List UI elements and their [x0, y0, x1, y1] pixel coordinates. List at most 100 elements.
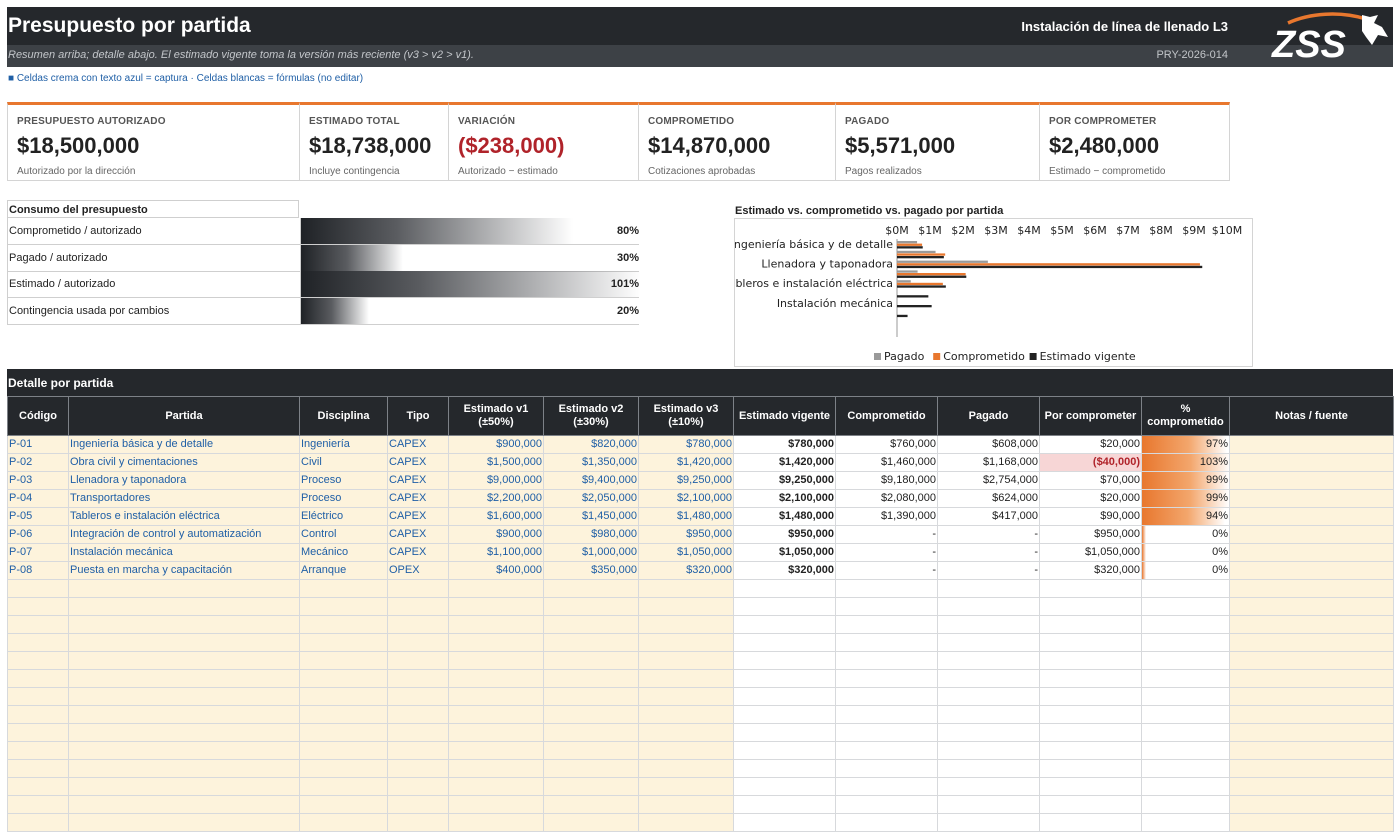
table-cell[interactable]: [7, 741, 69, 760]
table-cell[interactable]: [543, 633, 639, 652]
column-header[interactable]: Partida: [68, 396, 300, 436]
table-cell[interactable]: P-08: [7, 561, 69, 580]
table-cell[interactable]: Transportadores: [68, 489, 300, 508]
table-cell[interactable]: Eléctrico: [299, 507, 388, 526]
table-cell[interactable]: [7, 597, 69, 616]
table-cell[interactable]: Obra civil y cimentaciones: [68, 453, 300, 472]
table-cell[interactable]: [543, 597, 639, 616]
table-cell[interactable]: [1229, 579, 1394, 598]
column-header[interactable]: % comprometido: [1141, 396, 1230, 436]
table-cell[interactable]: CAPEX: [387, 471, 449, 490]
table-cell[interactable]: [448, 759, 544, 778]
table-cell[interactable]: $2,050,000: [543, 489, 639, 508]
table-cell[interactable]: [638, 687, 734, 706]
table-cell[interactable]: [299, 795, 388, 814]
table-cell[interactable]: $9,250,000: [638, 471, 734, 490]
table-cell[interactable]: [543, 615, 639, 634]
table-cell[interactable]: [638, 705, 734, 724]
table-cell[interactable]: Mecánico: [299, 543, 388, 562]
table-cell[interactable]: [543, 813, 639, 832]
table-cell[interactable]: P-05: [7, 507, 69, 526]
table-cell[interactable]: [387, 777, 449, 796]
table-cell[interactable]: P-02: [7, 453, 69, 472]
table-cell[interactable]: $980,000: [543, 525, 639, 544]
table-cell[interactable]: [1229, 705, 1394, 724]
table-cell[interactable]: [387, 579, 449, 598]
table-cell[interactable]: [68, 633, 300, 652]
table-cell[interactable]: [448, 723, 544, 742]
table-cell[interactable]: [1229, 669, 1394, 688]
table-cell[interactable]: Llenadora y taponadora: [68, 471, 300, 490]
table-cell[interactable]: $2,100,000: [638, 489, 734, 508]
table-cell[interactable]: [1229, 759, 1394, 778]
table-cell[interactable]: CAPEX: [387, 453, 449, 472]
table-cell[interactable]: [387, 687, 449, 706]
table-cell[interactable]: [638, 741, 734, 760]
table-cell[interactable]: [638, 777, 734, 796]
table-cell[interactable]: [387, 795, 449, 814]
table-cell[interactable]: [543, 687, 639, 706]
table-cell[interactable]: [543, 795, 639, 814]
table-cell[interactable]: [448, 705, 544, 724]
table-cell[interactable]: [387, 723, 449, 742]
table-cell[interactable]: OPEX: [387, 561, 449, 580]
table-cell[interactable]: [448, 633, 544, 652]
table-cell[interactable]: [1229, 561, 1394, 580]
table-cell[interactable]: [1229, 633, 1394, 652]
table-cell[interactable]: [543, 651, 639, 670]
table-cell[interactable]: $900,000: [448, 525, 544, 544]
table-cell[interactable]: [299, 705, 388, 724]
table-cell[interactable]: [387, 759, 449, 778]
table-cell[interactable]: Ingeniería básica y de detalle: [68, 435, 300, 454]
column-header[interactable]: Estimado v3 (±10%): [638, 396, 734, 436]
column-header[interactable]: Disciplina: [299, 396, 388, 436]
table-cell[interactable]: [1229, 471, 1394, 490]
table-cell[interactable]: [299, 777, 388, 796]
table-cell[interactable]: Control: [299, 525, 388, 544]
table-cell[interactable]: $2,200,000: [448, 489, 544, 508]
table-cell[interactable]: P-07: [7, 543, 69, 562]
table-cell[interactable]: [68, 651, 300, 670]
table-cell[interactable]: [387, 705, 449, 724]
table-cell[interactable]: [387, 597, 449, 616]
table-cell[interactable]: Civil: [299, 453, 388, 472]
table-cell[interactable]: $9,400,000: [543, 471, 639, 490]
table-cell[interactable]: Puesta en marcha y capacitación: [68, 561, 300, 580]
table-cell[interactable]: [638, 669, 734, 688]
table-cell[interactable]: $780,000: [638, 435, 734, 454]
table-cell[interactable]: [68, 669, 300, 688]
table-cell[interactable]: [7, 633, 69, 652]
column-header[interactable]: Pagado: [937, 396, 1040, 436]
table-cell[interactable]: [543, 669, 639, 688]
table-cell[interactable]: Tableros e instalación eléctrica: [68, 507, 300, 526]
table-cell[interactable]: P-06: [7, 525, 69, 544]
table-cell[interactable]: [1229, 651, 1394, 670]
table-cell[interactable]: [299, 723, 388, 742]
table-cell[interactable]: [1229, 723, 1394, 742]
table-cell[interactable]: [299, 579, 388, 598]
table-cell[interactable]: $900,000: [448, 435, 544, 454]
table-cell[interactable]: [543, 777, 639, 796]
table-cell[interactable]: [387, 651, 449, 670]
table-cell[interactable]: [1229, 507, 1394, 526]
column-header[interactable]: Comprometido: [835, 396, 938, 436]
table-cell[interactable]: [1229, 435, 1394, 454]
table-cell[interactable]: [1229, 525, 1394, 544]
table-cell[interactable]: [7, 651, 69, 670]
table-cell[interactable]: [299, 813, 388, 832]
table-cell[interactable]: [1229, 741, 1394, 760]
table-cell[interactable]: [1229, 489, 1394, 508]
table-cell[interactable]: [299, 741, 388, 760]
table-cell[interactable]: [7, 579, 69, 598]
table-cell[interactable]: [68, 687, 300, 706]
table-cell[interactable]: CAPEX: [387, 507, 449, 526]
table-cell[interactable]: Integración de control y automatización: [68, 525, 300, 544]
table-cell[interactable]: $1,480,000: [638, 507, 734, 526]
table-cell[interactable]: [68, 615, 300, 634]
table-cell[interactable]: [7, 759, 69, 778]
table-cell[interactable]: $1,100,000: [448, 543, 544, 562]
table-cell[interactable]: [448, 813, 544, 832]
table-cell[interactable]: [68, 813, 300, 832]
column-header[interactable]: Por comprometer: [1039, 396, 1142, 436]
table-cell[interactable]: [638, 579, 734, 598]
